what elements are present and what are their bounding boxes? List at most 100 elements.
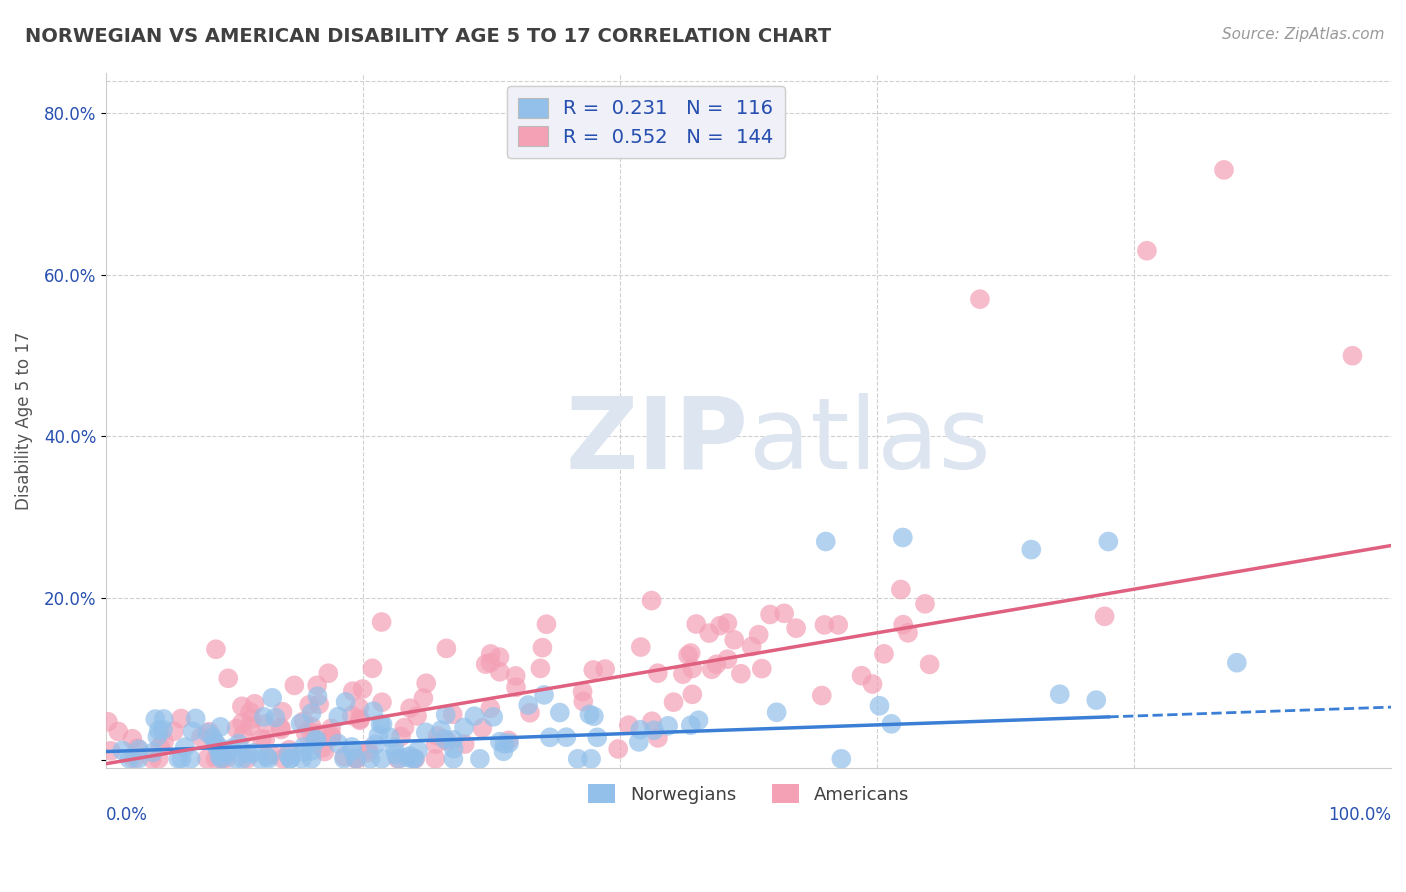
Text: atlas: atlas — [748, 392, 990, 490]
Americans — [827, 618, 849, 632]
Norwegians — [148, 723, 170, 738]
Americans — [394, 721, 416, 735]
Americans — [730, 666, 752, 681]
Norwegians — [492, 744, 515, 758]
Americans — [311, 740, 333, 755]
Norwegians — [498, 736, 520, 750]
Americans — [321, 731, 343, 745]
Americans — [239, 705, 262, 719]
Americans — [314, 745, 336, 759]
Americans — [163, 724, 186, 739]
Americans — [700, 662, 723, 676]
Americans — [773, 607, 796, 621]
Norwegians — [489, 735, 512, 749]
Americans — [479, 656, 502, 670]
Americans — [349, 714, 371, 728]
Americans — [479, 701, 502, 715]
Americans — [640, 593, 662, 607]
Norwegians — [253, 710, 276, 724]
Norwegians — [333, 752, 356, 766]
Americans — [918, 657, 941, 672]
Americans — [617, 718, 640, 732]
Americans — [349, 700, 371, 714]
Norwegians — [657, 719, 679, 733]
Americans — [415, 676, 437, 690]
Norwegians — [152, 712, 174, 726]
Americans — [498, 733, 520, 747]
Norwegians — [118, 752, 141, 766]
Americans — [716, 652, 738, 666]
Americans — [344, 752, 367, 766]
Norwegians — [494, 737, 516, 751]
Americans — [641, 714, 664, 729]
Americans — [107, 724, 129, 739]
Norwegians — [627, 735, 650, 749]
Americans — [505, 669, 527, 683]
Americans — [406, 709, 429, 723]
Americans — [873, 647, 896, 661]
Americans — [716, 615, 738, 630]
Norwegians — [228, 737, 250, 751]
Americans — [630, 640, 652, 654]
Americans — [318, 666, 340, 681]
Norwegians — [880, 716, 903, 731]
Norwegians — [441, 732, 464, 747]
Americans — [141, 752, 163, 766]
Norwegians — [1085, 693, 1108, 707]
Norwegians — [1049, 687, 1071, 701]
Norwegians — [363, 704, 385, 718]
Norwegians — [382, 740, 405, 755]
Americans — [270, 721, 292, 735]
Americans — [813, 618, 835, 632]
Americans — [127, 741, 149, 756]
Americans — [697, 626, 720, 640]
Americans — [662, 695, 685, 709]
Norwegians — [830, 752, 852, 766]
Americans — [647, 731, 669, 745]
Americans — [488, 665, 510, 679]
Norwegians — [278, 752, 301, 766]
Norwegians — [290, 716, 312, 731]
Americans — [342, 684, 364, 698]
Americans — [453, 737, 475, 751]
Americans — [785, 621, 807, 635]
Norwegians — [1019, 542, 1042, 557]
Americans — [370, 615, 392, 629]
Americans — [647, 666, 669, 681]
Norwegians — [415, 725, 437, 739]
Norwegians — [232, 752, 254, 766]
Norwegians — [359, 752, 381, 766]
Norwegians — [128, 742, 150, 756]
Americans — [153, 734, 176, 748]
Americans — [352, 681, 374, 696]
Americans — [441, 707, 464, 722]
Norwegians — [869, 698, 891, 713]
Americans — [236, 752, 259, 766]
Y-axis label: Disability Age 5 to 17: Disability Age 5 to 17 — [15, 331, 32, 509]
Americans — [404, 752, 426, 766]
Americans — [593, 662, 616, 676]
Americans — [371, 695, 394, 709]
Norwegians — [204, 735, 226, 749]
Norwegians — [344, 751, 367, 765]
Americans — [204, 752, 226, 766]
Americans — [319, 722, 342, 736]
Norwegians — [328, 709, 350, 723]
Norwegians — [370, 717, 392, 731]
Americans — [170, 711, 193, 725]
Norwegians — [307, 690, 329, 704]
Norwegians — [533, 688, 555, 702]
Norwegians — [208, 749, 231, 764]
Norwegians — [399, 748, 422, 763]
Norwegians — [1226, 656, 1249, 670]
Norwegians — [242, 746, 264, 760]
Norwegians — [291, 752, 314, 766]
Americans — [349, 712, 371, 726]
Americans — [271, 705, 294, 719]
Norwegians — [555, 730, 578, 744]
Americans — [436, 734, 458, 748]
Americans — [531, 640, 554, 655]
Americans — [148, 752, 170, 766]
Norwegians — [301, 752, 323, 766]
Americans — [333, 749, 356, 764]
